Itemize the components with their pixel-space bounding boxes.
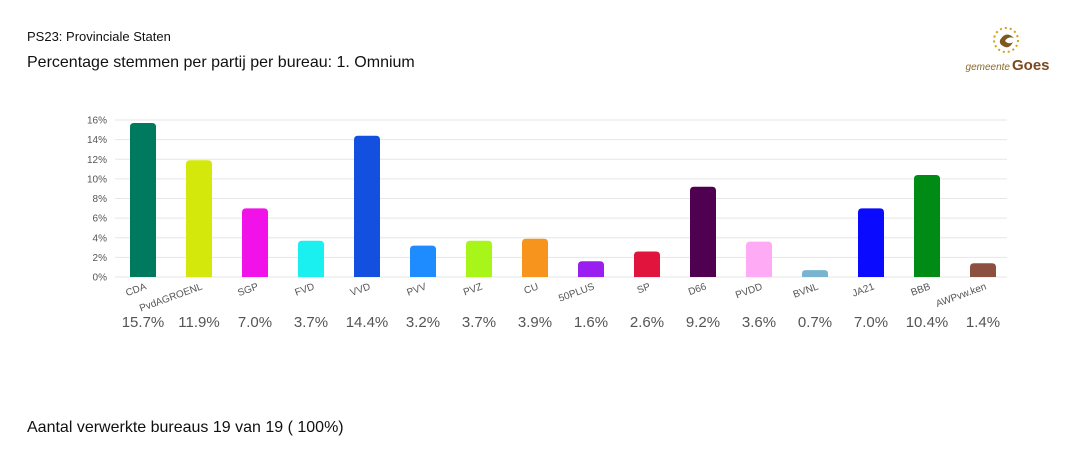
bar — [578, 261, 604, 277]
x-tick-label: 50PLUS — [557, 281, 596, 304]
y-tick-label: 12% — [87, 155, 107, 166]
footer-text: Aantal verwerkte bureaus 19 van 19 ( 100… — [27, 419, 344, 436]
x-tick-label: PVZ — [462, 281, 484, 298]
y-tick-label: 0% — [93, 273, 108, 284]
value-label: 0.7% — [798, 314, 832, 331]
value-label: 2.6% — [630, 314, 664, 331]
logo-icon — [999, 34, 1014, 48]
x-tick-label: D66 — [687, 281, 708, 298]
value-label: 3.7% — [462, 314, 496, 331]
x-tick-label: SP — [636, 281, 653, 296]
value-label: 3.9% — [518, 314, 552, 331]
value-label: 7.0% — [854, 314, 888, 331]
y-tick-label: 4% — [93, 233, 108, 244]
logo-name: Goes — [1012, 57, 1050, 74]
x-tick-label: PvdAGROENL — [138, 281, 204, 314]
bar — [186, 160, 212, 277]
y-tick-label: 6% — [93, 214, 108, 225]
election-label: PS23: Provinciale Staten — [27, 29, 171, 44]
bar — [298, 240, 324, 277]
bar — [242, 208, 268, 277]
bar — [802, 270, 828, 277]
bar — [914, 174, 940, 277]
bar — [970, 263, 996, 277]
value-label: 7.0% — [238, 314, 272, 331]
value-label: 3.6% — [742, 314, 776, 331]
logo: gemeente Goes — [966, 27, 1050, 74]
bar — [130, 122, 156, 277]
value-label: 15.7% — [122, 314, 165, 331]
x-tick-label: SGP — [236, 281, 260, 299]
x-tick-label: VVD — [349, 281, 372, 298]
bar — [466, 240, 492, 277]
value-label: 10.4% — [906, 314, 949, 331]
bar — [634, 251, 660, 277]
bar — [746, 241, 772, 277]
bar — [690, 186, 716, 277]
value-label: 14.4% — [346, 314, 389, 331]
x-tick-label: PVV — [405, 281, 428, 298]
x-tick-label: AWPvw.ken — [934, 281, 988, 309]
bar — [522, 238, 548, 277]
x-tick-label: CU — [523, 281, 540, 296]
value-label: 3.2% — [406, 314, 440, 331]
page-title: Percentage stemmen per partij per bureau… — [27, 54, 415, 71]
value-label: 1.6% — [574, 314, 608, 331]
x-tick-label: JA21 — [851, 281, 877, 299]
x-tick-label: PVDD — [734, 281, 764, 301]
x-tick-label: BBB — [909, 281, 932, 298]
logo-ring — [993, 27, 1019, 53]
y-tick-label: 14% — [87, 135, 107, 146]
logo-prefix: gemeente — [966, 62, 1011, 73]
y-tick-label: 16% — [87, 116, 107, 127]
bar — [354, 135, 380, 277]
bar — [410, 245, 436, 277]
value-label: 9.2% — [686, 314, 720, 331]
bar — [858, 208, 884, 277]
x-tick-label: CDA — [124, 281, 148, 299]
y-tick-label: 2% — [93, 253, 108, 264]
value-label: 11.9% — [178, 314, 219, 331]
y-tick-label: 10% — [87, 174, 107, 185]
y-tick-label: 8% — [93, 194, 108, 205]
x-tick-label: FVD — [293, 281, 316, 298]
x-tick-label: BVNL — [792, 281, 821, 300]
value-label: 1.4% — [966, 314, 1000, 331]
value-label: 3.7% — [294, 314, 328, 331]
